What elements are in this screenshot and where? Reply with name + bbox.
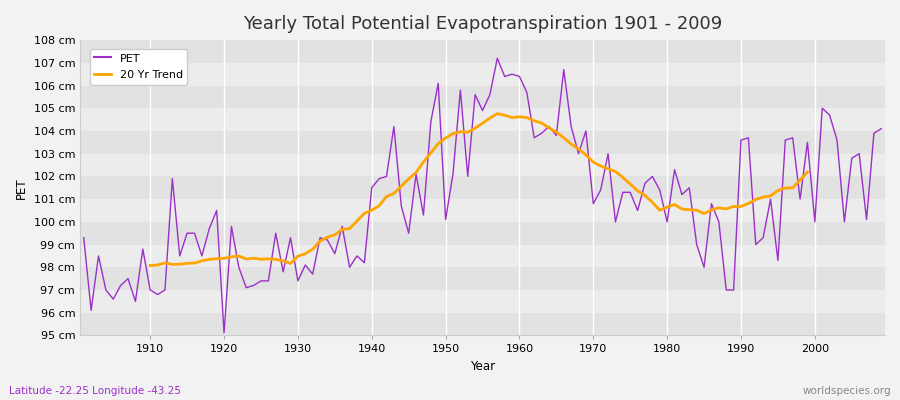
Bar: [80, 290, 885, 313]
Bar: [80, 222, 885, 244]
Text: Latitude -22.25 Longitude -43.25: Latitude -22.25 Longitude -43.25: [9, 386, 181, 396]
Bar: [80, 63, 885, 86]
Bar: [80, 108, 885, 131]
X-axis label: Year: Year: [470, 360, 495, 373]
Title: Yearly Total Potential Evapotranspiration 1901 - 2009: Yearly Total Potential Evapotranspiratio…: [243, 15, 722, 33]
Y-axis label: PET: PET: [15, 177, 28, 198]
Bar: [80, 313, 885, 336]
Bar: [80, 244, 885, 267]
Text: worldspecies.org: worldspecies.org: [803, 386, 891, 396]
Bar: [80, 86, 885, 108]
Legend: PET, 20 Yr Trend: PET, 20 Yr Trend: [90, 49, 187, 85]
Bar: [80, 176, 885, 199]
Bar: [80, 40, 885, 63]
Bar: [80, 267, 885, 290]
Bar: [80, 131, 885, 154]
Bar: [80, 199, 885, 222]
Bar: [80, 154, 885, 176]
